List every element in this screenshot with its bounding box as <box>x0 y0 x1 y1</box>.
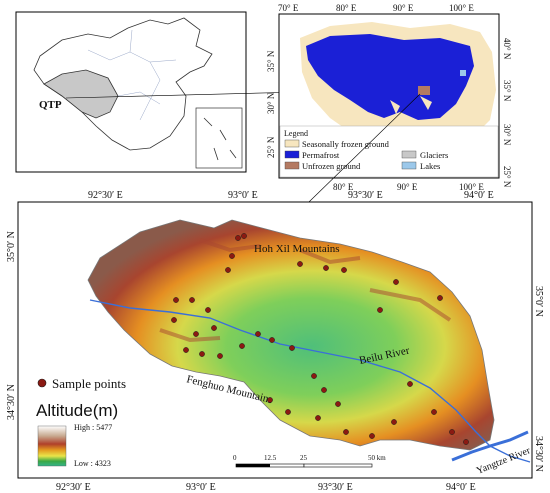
sample-point <box>315 415 321 421</box>
scale-bar: 0 12.5 25 50 km <box>233 454 386 468</box>
sample-point <box>369 433 375 439</box>
sample-point <box>199 351 205 357</box>
sample-point <box>321 387 327 393</box>
hoh-xil-label: Hoh Xil Mountains <box>254 243 340 255</box>
legend-swatch-seasonal <box>284 139 300 148</box>
scale-tick-1: 12.5 <box>264 454 277 462</box>
legend-swatch-glaciers <box>401 150 417 159</box>
qtp-left-lat-0: 35° N <box>266 50 276 72</box>
study-area-terrain <box>87 219 495 451</box>
sample-point <box>229 253 235 259</box>
sample-point <box>449 429 455 435</box>
sample-points-legend-symbol <box>37 378 47 388</box>
qtp-right-lat-3: 25° N <box>502 166 512 188</box>
sample-point <box>267 397 273 403</box>
main-left-lat-0: 35°0′ N <box>6 231 17 262</box>
main-bottom-lon-0: 92°30′ E <box>56 482 91 493</box>
altitude-high-label: High : 5477 <box>74 423 112 432</box>
qtp-label: QTP <box>39 99 62 111</box>
sample-point <box>407 381 413 387</box>
main-top-lon-2: 93°30′ E <box>348 190 383 201</box>
qtp-top-lon-3: 100° E <box>449 3 474 13</box>
main-bottom-lon-3: 94°0′ E <box>446 482 476 493</box>
sample-point <box>285 409 291 415</box>
altitude-low-label: Low : 4323 <box>74 459 111 468</box>
sample-point <box>211 325 217 331</box>
qtp-bottom-lon-1: 90° E <box>397 182 418 192</box>
main-right-lat-1: 34°30′ N <box>533 436 544 472</box>
scale-tick-0: 0 <box>233 454 237 462</box>
sample-point <box>205 307 211 313</box>
sample-point <box>269 337 275 343</box>
sample-point <box>225 267 231 273</box>
legend-label-permafrost: Permafrost <box>302 150 340 160</box>
qtp-legend: Legend Seasonally frozen ground Permafro… <box>279 125 499 178</box>
main-top-lon-3: 94°0′ E <box>464 190 494 201</box>
legend-swatch-permafrost <box>284 150 300 159</box>
sample-point <box>239 343 245 349</box>
main-right-lat-0: 35°0′ N <box>533 286 544 317</box>
sample-points-legend-label: Sample points <box>52 376 126 391</box>
qtp-inset: 70° E 80° E 90° E 100° E 80° E 90° E 100… <box>266 3 512 235</box>
qtp-right-lat-0: 40° N <box>502 38 512 60</box>
main-map: 92°30′ E 93°0′ E 93°30′ E 94°0′ E 92°30′… <box>6 190 544 493</box>
sample-point <box>193 331 199 337</box>
sample-point <box>235 235 241 241</box>
sample-point <box>341 267 347 273</box>
altitude-title: Altitude(m) <box>36 401 118 420</box>
qtp-top-lon-2: 90° E <box>393 3 414 13</box>
sample-point <box>393 279 399 285</box>
scale-tick-3: 50 km <box>368 454 386 462</box>
sample-point <box>391 419 397 425</box>
main-top-lon-1: 93°0′ E <box>228 190 258 201</box>
main-bottom-lon-1: 93°0′ E <box>186 482 216 493</box>
qtp-left-lat-1: 30° N <box>266 92 276 114</box>
qtp-permafrost <box>306 34 474 120</box>
qtp-right-lat-1: 35° N <box>502 80 512 102</box>
legend-title: Legend <box>284 129 308 138</box>
legend-label-unfrozen: Unfrozen ground <box>302 161 361 171</box>
china-outline <box>33 17 213 151</box>
sample-point <box>297 261 303 267</box>
qtp-top-lon-0: 70° E <box>278 3 299 13</box>
main-bottom-lon-2: 93°30′ E <box>318 482 353 493</box>
sample-point <box>255 331 261 337</box>
sample-point <box>189 297 195 303</box>
sample-point <box>335 401 341 407</box>
main-left-lat-1: 34°30′ N <box>6 384 17 420</box>
sample-point <box>241 233 247 239</box>
sample-point <box>343 429 349 435</box>
main-top-lon-0: 92°30′ E <box>88 190 123 201</box>
qtp-left-lat-2: 25° N <box>266 136 276 158</box>
sample-point <box>173 297 179 303</box>
sample-point <box>431 409 437 415</box>
sample-point <box>311 373 317 379</box>
sample-point <box>437 295 443 301</box>
legend-swatch-lakes <box>401 161 417 170</box>
scale-tick-2: 25 <box>300 454 308 462</box>
yangtze-river <box>451 430 529 462</box>
legend-label-glaciers: Glaciers <box>420 150 448 160</box>
legend-label-seasonal: Seasonally frozen ground <box>302 139 390 149</box>
china-inset: QTP <box>15 11 303 173</box>
sample-point <box>183 347 189 353</box>
qtp-bottom-lon-0: 80° E <box>333 182 354 192</box>
legend-label-lakes: Lakes <box>420 161 440 171</box>
sample-point <box>217 353 223 359</box>
beilu-river <box>89 299 531 463</box>
sample-point <box>463 439 469 445</box>
qtp-top-lon-1: 80° E <box>336 3 357 13</box>
sample-point <box>171 317 177 323</box>
qtp-bottom-lon-2: 100° E <box>459 182 484 192</box>
sample-points <box>171 233 469 445</box>
legend-swatch-unfrozen <box>284 161 300 170</box>
sample-point <box>323 265 329 271</box>
qtp-region <box>43 69 119 119</box>
sample-point <box>289 345 295 351</box>
qtp-right-lat-2: 30° N <box>502 124 512 146</box>
altitude-color-ramp <box>37 425 67 467</box>
sample-point <box>377 307 383 313</box>
